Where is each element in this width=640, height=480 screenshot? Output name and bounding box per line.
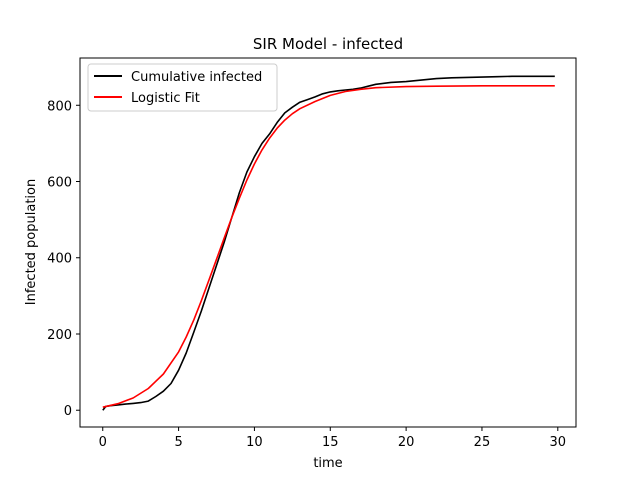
x-tick-label: 15 [322,435,339,450]
legend: Cumulative infected Logistic Fit [87,63,278,112]
y-tick-label: 600 [47,176,72,191]
x-tick-label: 5 [174,435,182,450]
chart-title: SIR Model - infected [253,35,403,53]
plot-series [102,75,555,411]
series-line-1 [102,85,555,408]
y-tick-label: 800 [47,99,72,114]
y-axis-ticks: 0 200 400 600 800 [47,99,80,419]
axes-frame [79,57,577,428]
legend-label-logistic: Logistic Fit [131,91,200,106]
y-tick-label: 400 [47,252,72,267]
x-tick-label: 25 [474,435,491,450]
series-line-0 [102,75,555,411]
x-axis-label: time [313,456,342,471]
x-tick-label: 0 [99,435,107,450]
y-axis-label: Infected population [24,179,39,305]
x-tick-label: 10 [246,435,263,450]
legend-label-cumulative: Cumulative infected [131,70,262,85]
x-axis-ticks: 0 5 10 15 20 25 30 [99,427,566,450]
x-tick-label: 20 [398,435,415,450]
y-tick-label: 0 [64,404,72,419]
x-tick-label: 30 [550,435,567,450]
legend-box [87,63,278,112]
y-tick-label: 200 [47,328,72,343]
